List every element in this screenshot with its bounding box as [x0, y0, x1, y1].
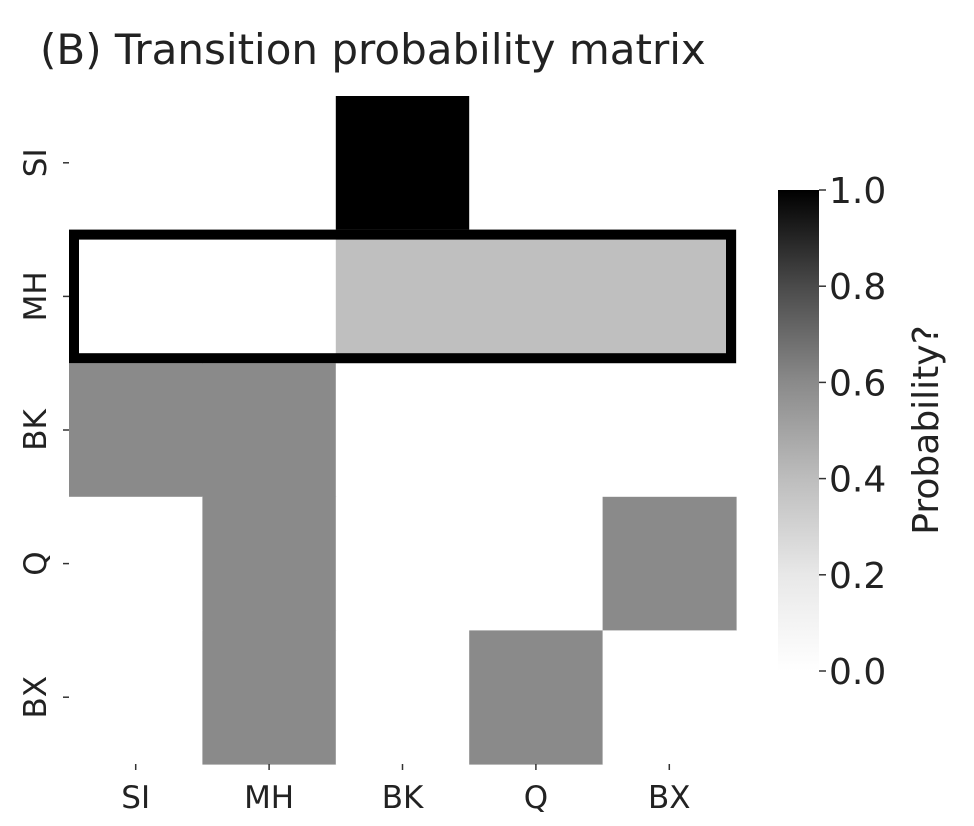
chart-title: (B) Transition probability matrix — [40, 25, 706, 74]
heatmap-cell-MH-MH — [202, 229, 337, 364]
heatmap-cell-Q-MH — [202, 496, 337, 631]
heatmap-cell-BX-BK — [335, 630, 470, 765]
heatmap-cell-BK-BK — [335, 363, 470, 498]
x-tick-label-MH: MH — [244, 780, 294, 816]
y-tick-label-BX: BX — [18, 676, 54, 719]
x-tick-label-Q: Q — [524, 780, 548, 816]
colorbar-tick-label-0.6: 0.6 — [829, 363, 886, 404]
colorbar-tick-label-0.8: 0.8 — [829, 267, 886, 308]
colorbar-gradient — [778, 190, 819, 671]
highlighted-row-outline — [69, 229, 736, 364]
colorbar-label: Probability? — [906, 325, 947, 534]
heatmap-cell-SI-BK — [335, 96, 470, 231]
heatmap-cell-BX-SI — [69, 630, 203, 765]
heatmap-cell-Q-SI — [69, 496, 203, 631]
heatmap-cell-MH-SI — [69, 229, 203, 364]
heatmap-cell-Q-BK — [335, 496, 470, 631]
colorbar: 0.0 0.2 0.4 0.6 0.8 1.0 Probability? — [778, 171, 947, 693]
colorbar-ticks: 0.0 0.2 0.4 0.6 0.8 1.0 — [819, 171, 886, 693]
x-tick-label-BK: BK — [382, 780, 424, 816]
heatmap-cell-SI-BX — [602, 96, 737, 231]
x-tick-label-SI: SI — [121, 780, 150, 816]
y-tick-label-MH: MH — [18, 271, 54, 321]
y-tick-label-SI: SI — [18, 148, 54, 177]
heatmap-cell-MH-Q — [469, 229, 604, 364]
heatmap-cell-BX-BX — [602, 630, 737, 765]
heatmap-cell-Q-Q — [469, 496, 604, 631]
heatmap-cell-BK-Q — [469, 363, 604, 498]
heatmap-cells — [69, 96, 737, 765]
x-axis: SI MH BK Q BX — [121, 764, 691, 816]
highlight-box-MH — [69, 229, 736, 364]
colorbar-tick-label-0.0: 0.0 — [829, 652, 886, 693]
heatmap-cell-SI-SI — [69, 96, 203, 231]
heatmap-cell-BK-MH — [202, 363, 337, 498]
heatmap-cell-BX-MH — [202, 630, 337, 765]
y-axis: SI MH BK Q BX — [18, 148, 69, 718]
heatmap-cell-BK-SI — [69, 363, 203, 498]
heatmap-cell-BK-BX — [602, 363, 737, 498]
colorbar-tick-label-1.0: 1.0 — [829, 171, 886, 212]
y-tick-label-BK: BK — [18, 409, 54, 451]
heatmap-cell-SI-Q — [469, 96, 604, 231]
heatmap-cell-SI-MH — [202, 96, 337, 231]
heatmap-cell-MH-BX — [602, 229, 737, 364]
heatmap-cell-BX-Q — [469, 630, 604, 765]
y-tick-label-Q: Q — [18, 551, 54, 575]
heatmap-cell-Q-BX — [602, 496, 737, 631]
colorbar-tick-label-0.4: 0.4 — [829, 460, 886, 501]
heatmap-cell-MH-BK — [335, 229, 470, 364]
colorbar-tick-label-0.2: 0.2 — [829, 556, 886, 597]
x-tick-label-BX: BX — [648, 780, 691, 816]
